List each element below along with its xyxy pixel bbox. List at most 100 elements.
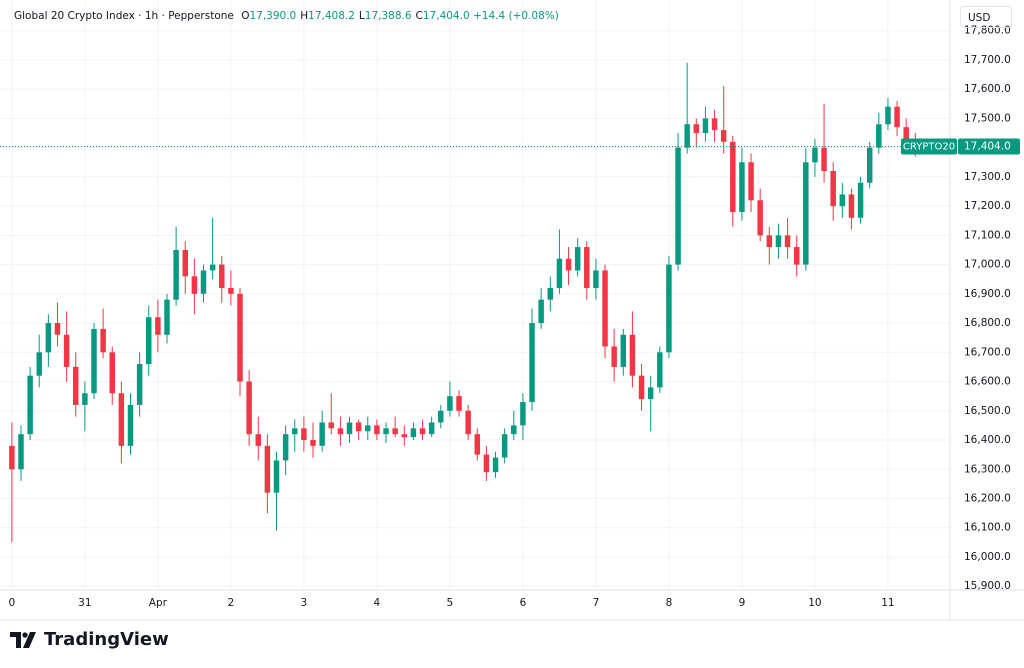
ohlc-value: 17,408.2	[308, 10, 355, 22]
legend: Global 20 Crypto Index · 1h · Pepperston…	[14, 10, 559, 22]
x-tick-label: 5	[447, 597, 454, 609]
candle-body	[511, 425, 517, 435]
candle-body	[228, 287, 234, 294]
y-tick-label: 16,300.0	[964, 463, 1011, 475]
candle-body	[602, 270, 608, 347]
candle-body	[666, 264, 672, 353]
y-tick-label: 16,900.0	[964, 288, 1011, 300]
y-tick-label: 16,400.0	[964, 434, 1011, 446]
x-tick-label: 2	[228, 597, 235, 609]
candle-body	[118, 393, 125, 446]
candle-body	[428, 422, 435, 435]
ohlc: O17,390.0 H17,408.2 L17,388.6 C17,404.0	[237, 10, 469, 22]
x-tick-label: 4	[374, 597, 381, 609]
y-tick-label: 17,000.0	[964, 259, 1011, 271]
candle-body	[164, 299, 170, 335]
candle-body	[866, 147, 873, 183]
candle-body	[812, 147, 818, 163]
x-tick-label: 31	[78, 597, 91, 609]
candle-body	[146, 317, 152, 364]
candle-body	[73, 366, 79, 405]
y-tick-label: 16,700.0	[964, 346, 1011, 358]
logo-text: TradingView	[44, 629, 169, 650]
y-tick-label: 16,800.0	[964, 317, 1011, 329]
candle-body	[547, 287, 554, 300]
candle-body	[36, 352, 42, 376]
candle-body	[127, 404, 134, 446]
candle-body	[684, 124, 690, 148]
candle-body	[766, 235, 773, 248]
y-tick-label: 17,600.0	[964, 83, 1011, 95]
candle-body	[584, 247, 590, 288]
candle-body	[538, 299, 544, 324]
y-tick-label: 16,100.0	[964, 522, 1011, 534]
candle-body	[54, 323, 61, 335]
candle-body	[255, 434, 261, 446]
ohlc-key: O	[241, 10, 250, 22]
ohlc-key: H	[300, 10, 309, 22]
candle-body	[793, 247, 800, 265]
price-tag: 17,404.0	[964, 140, 1011, 152]
candle-body	[492, 457, 499, 473]
x-tick-label: 6	[520, 597, 527, 609]
candle-body	[830, 171, 836, 207]
symbol-tag: CRYPTO20	[903, 141, 955, 152]
x-tick-label: 8	[666, 597, 673, 609]
currency-button[interactable]: USD	[960, 6, 1012, 28]
ohlc-value: 17,404.0	[422, 10, 470, 22]
candle-body	[848, 194, 855, 218]
candle-body	[401, 434, 408, 438]
candle-body	[876, 124, 882, 148]
candle-body	[501, 434, 508, 458]
x-tick-label: Apr	[149, 597, 168, 609]
change: +14.4 (+0.08%)	[472, 10, 559, 22]
candle-body	[456, 396, 462, 411]
logo[interactable]: TradingView	[10, 629, 169, 650]
candle-body	[857, 182, 864, 218]
candle-body	[465, 410, 471, 435]
ohlc-value: 17,390.0	[249, 10, 297, 22]
candle-body	[483, 454, 490, 473]
candle-body	[410, 428, 417, 438]
candle-body	[629, 334, 636, 376]
candle-body	[209, 264, 216, 271]
y-tick-label: 17,300.0	[964, 171, 1011, 183]
candle-body	[821, 147, 827, 172]
candle-body	[374, 425, 380, 435]
candle-body	[365, 425, 371, 432]
candle-body	[720, 130, 727, 142]
candle-body	[319, 422, 325, 446]
candle-body	[182, 249, 188, 277]
candle-body	[136, 363, 143, 405]
candle-body	[282, 434, 289, 461]
y-tick-label: 17,200.0	[964, 200, 1011, 212]
candle-body	[301, 428, 307, 441]
candle-body	[438, 410, 444, 423]
candle-body	[292, 428, 298, 435]
candle-body	[109, 352, 115, 394]
candle-body	[328, 422, 335, 429]
y-tick-label: 17,700.0	[964, 54, 1011, 66]
x-tick-label: 10	[808, 597, 821, 609]
candle-body	[82, 393, 88, 405]
candle-body	[784, 235, 791, 248]
x-tick-label: 0	[9, 597, 16, 609]
candle-body	[757, 200, 763, 236]
symbol-tag-bg	[901, 138, 957, 155]
candle-body	[474, 434, 481, 455]
candle-body	[155, 317, 161, 335]
ohlc-key: L	[358, 10, 365, 22]
candle-body	[693, 124, 700, 134]
y-tick-label: 16,500.0	[964, 405, 1011, 417]
x-tick-label: 9	[739, 597, 746, 609]
candle-body	[520, 402, 526, 426]
candle-body	[191, 276, 198, 294]
candle-body	[748, 162, 754, 201]
candle-body	[419, 428, 426, 435]
candle-body	[91, 328, 97, 394]
candle-body	[219, 264, 225, 288]
candle-body	[447, 396, 453, 411]
candle-body	[620, 334, 627, 367]
candle-body	[593, 270, 599, 288]
